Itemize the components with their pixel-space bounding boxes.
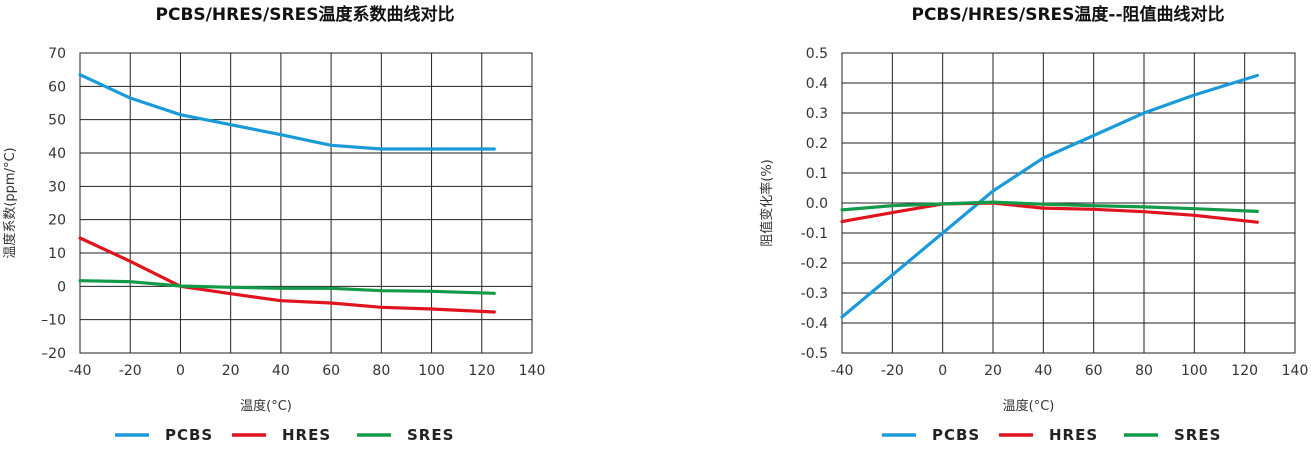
x-tick-label: 140 [519, 363, 546, 379]
x-tick-label: 140 [1282, 363, 1309, 379]
x-tick-label: 120 [1231, 363, 1258, 379]
plot-frame [79, 52, 533, 354]
series-line-hres [78, 236, 496, 314]
y-axis-label: 阻值变化率(%) [759, 159, 775, 247]
y-tick-label: -0.3 [801, 286, 828, 302]
legend-label-pcbs: PCBS [165, 426, 213, 444]
temperature-coefficient-chart: PCBS/HRES/SRES温度系数曲线对比-40 -20 0 20 40 60 80 100… [2, 4, 545, 444]
y-tick-label: 50 [48, 113, 66, 129]
x-tick-label: 120 [468, 363, 495, 379]
y-tick-label: 0.2 [806, 136, 828, 152]
y-tick-label: 0 [57, 279, 66, 295]
x-tick-label: 100 [1181, 363, 1208, 379]
series-line-hres [840, 201, 1259, 224]
chart-title: PCBS/HRES/SRES温度--阻值曲线对比 [911, 4, 1224, 25]
x-tick-label: 0 [176, 363, 185, 379]
chart-title: PCBS/HRES/SRES温度系数曲线对比 [156, 4, 455, 25]
x-tick-label: 0 [938, 363, 947, 379]
y-tick-label: -0.1 [801, 226, 828, 242]
plot-frame [841, 52, 1296, 354]
series-line-sres [78, 279, 496, 295]
series-line-pcbs [78, 73, 496, 151]
y-tick-label: -0.4 [801, 316, 828, 332]
legend-label-sres: SRES [1174, 426, 1221, 444]
x-tick-label: 40 [1034, 363, 1052, 379]
y-tick-label: 30 [48, 179, 66, 195]
x-axis-label: 温度(°C) [240, 398, 292, 414]
x-tick-label: 40 [272, 363, 290, 379]
legend-label-pcbs: PCBS [932, 426, 980, 444]
series-line-sres [840, 200, 1259, 213]
y-tick-label: 0.3 [806, 106, 828, 122]
y-tick-label: 40 [48, 146, 66, 162]
y-tick-label: –10 [41, 313, 66, 329]
legend-label-hres: HRES [282, 426, 331, 444]
y-tick-label: 0.1 [806, 166, 828, 182]
x-tick-label: 100 [418, 363, 445, 379]
y-tick-label: –20 [41, 346, 66, 362]
x-tick-label: -40 [831, 363, 854, 379]
y-tick-label: 0.4 [806, 76, 828, 92]
y-tick-label: -0.5 [801, 346, 828, 362]
x-axis-label: 温度(°C) [1003, 398, 1055, 414]
y-tick-label: 10 [48, 246, 66, 262]
legend-label-hres: HRES [1049, 426, 1098, 444]
x-tick-label: 80 [372, 363, 390, 379]
y-tick-label: 70 [48, 46, 66, 62]
series-line-pcbs [840, 73, 1259, 319]
resistance-change-chart: PCBS/HRES/SRES温度--阻值曲线对比 -40 -20 0 20 40 60 80 1… [759, 4, 1308, 444]
x-tick-label: -40 [69, 363, 92, 379]
x-tick-label: 80 [1135, 363, 1153, 379]
y-tick-label: 0.5 [806, 46, 828, 62]
y-tick-label: 0.0 [806, 196, 828, 212]
x-tick-label: 20 [984, 363, 1002, 379]
y-tick-label: 20 [48, 213, 66, 229]
x-tick-label: 20 [222, 363, 240, 379]
y-tick-label: 60 [48, 79, 66, 95]
x-tick-label: -20 [881, 363, 904, 379]
y-tick-label: -0.2 [801, 256, 828, 272]
legend-label-sres: SRES [407, 426, 454, 444]
x-tick-label: 60 [322, 363, 340, 379]
y-axis-label: 温度系数(ppm/°C) [2, 147, 18, 258]
x-tick-label: 60 [1085, 363, 1103, 379]
x-tick-label: -20 [119, 363, 142, 379]
